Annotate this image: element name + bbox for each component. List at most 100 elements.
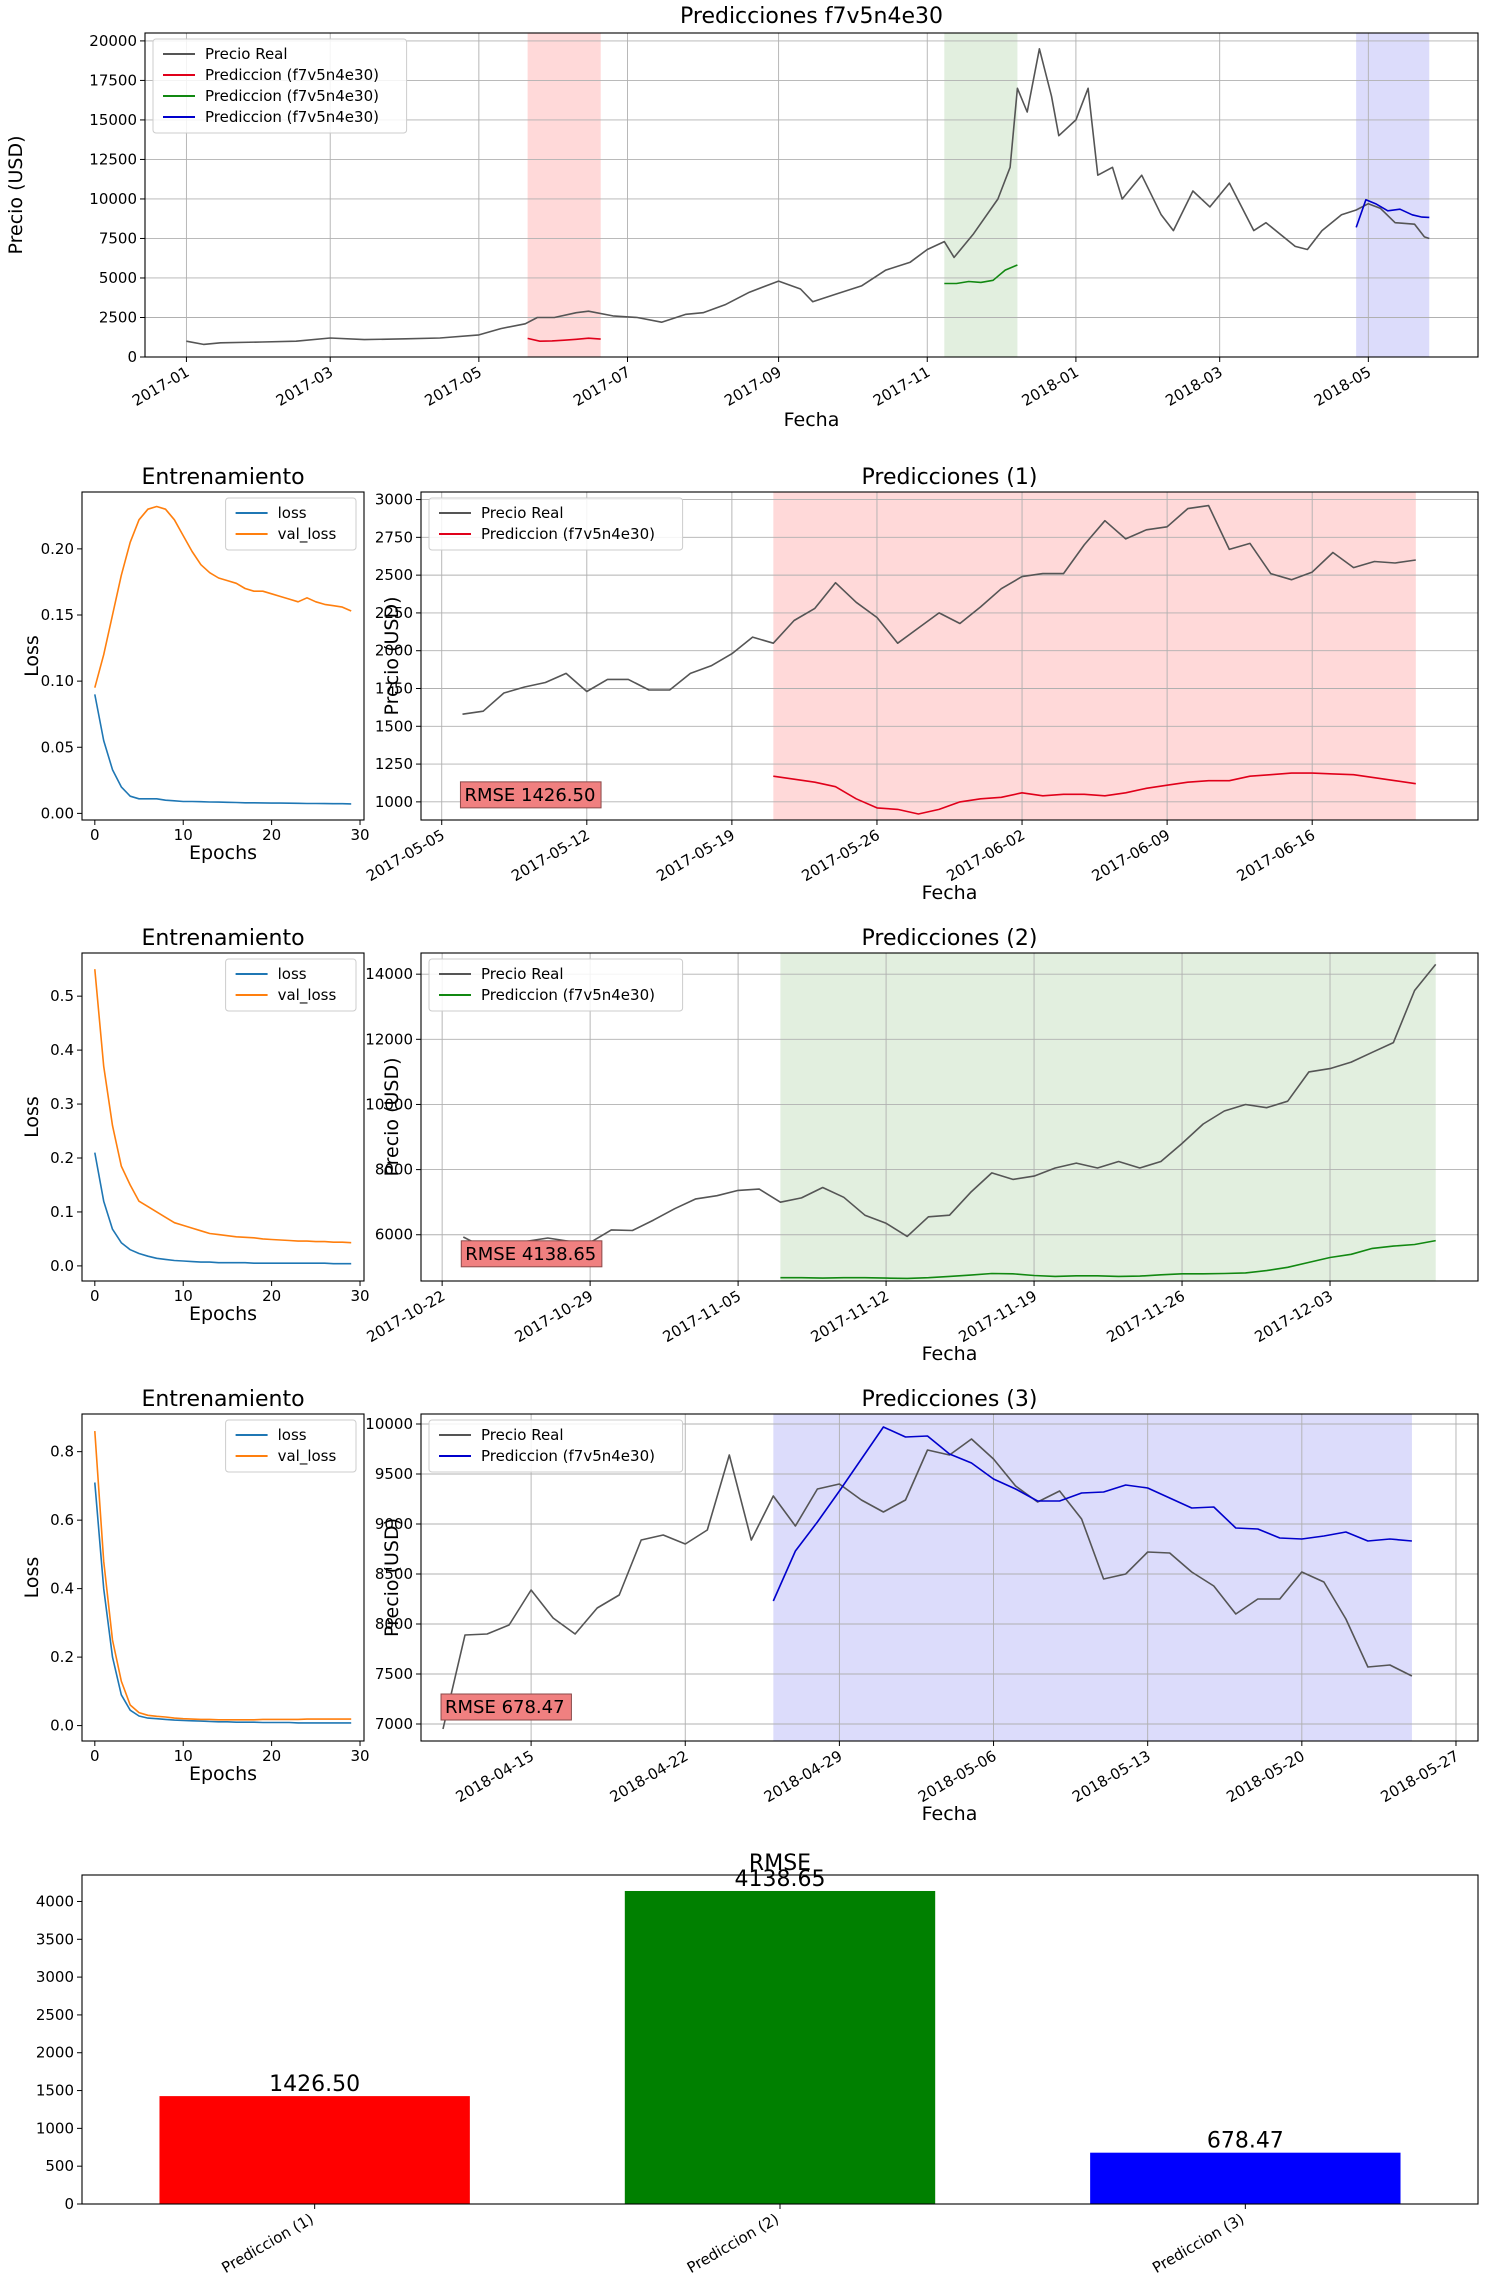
legend-box (225, 497, 357, 551)
series-line-2 (94, 505, 352, 688)
chart-overview: 2017-01 2017-03 2017-05 2017-07 2017-09 2017-… (5, 4, 1479, 431)
chart-title: Predicciones (2) (862, 926, 1038, 951)
rmse-annotation-box (459, 781, 602, 809)
chart-pred2: 2017-10-22 2017-10-29 2017-11-05 2017-11-12… (364, 926, 1479, 1365)
y-tick-label: 12500 (89, 150, 137, 168)
plot-frame (420, 491, 1479, 821)
y-tick-label: 0 (127, 348, 137, 366)
y-axis-label: Precio (USD) (381, 596, 403, 715)
y-tick-label: 2500 (99, 308, 137, 326)
x-axis-label: Fecha (922, 1803, 978, 1825)
y-tick-label: 0.10 (41, 672, 74, 690)
plot-frame (81, 1413, 365, 1742)
legend-label: val_loss (278, 986, 337, 1005)
y-axis-label: Precio (USD) (381, 1057, 403, 1176)
x-axis-label: Epochs (189, 842, 257, 864)
chart-train1: 0 10 20 30 0.00 0.05 0.10 0.15 0.20 Entrenamiento… (21, 465, 370, 864)
legend-label: Precio Real (481, 1426, 564, 1444)
x-tick-label: 2018-05-06 (915, 1747, 1000, 1806)
x-tick-label: 2017-06-02 (944, 826, 1029, 885)
chart-train3: 0 10 20 30 0.0 0.2 0.4 0.6 0.8 Entrenamiento Epoch… (21, 1387, 370, 1785)
x-tick-label: 2018-05 (1311, 363, 1374, 410)
y-tick-label: 2000 (375, 642, 413, 660)
chart-title: Entrenamiento (141, 1387, 304, 1412)
series-line-1 (442, 1438, 1413, 1730)
series-line-2 (94, 1431, 352, 1721)
series-line-2 (94, 969, 352, 1244)
chart-pred3: 2018-04-15 2018-04-22 2018-04-29 2018-05-06… (365, 1387, 1479, 1825)
legend-label: Prediccion (f7v5n4e30) (481, 525, 655, 543)
y-tick-label: 7000 (375, 1715, 413, 1733)
y-tick-label: 9500 (375, 1465, 413, 1483)
series-line-4 (1355, 198, 1430, 228)
y-tick-label: 0.3 (50, 1095, 74, 1113)
y-tick-label: 2250 (375, 604, 413, 622)
legend-label: Prediccion (f7v5n4e30) (205, 87, 379, 105)
y-tick-label: 2000 (36, 2044, 74, 2062)
x-tick-label: 20 (262, 826, 281, 844)
rmse-annotation: RMSE 678.47 (445, 1697, 565, 1718)
y-tick-label: 1750 (375, 679, 413, 697)
x-tick-label: Prediccion (3) (1149, 2210, 1247, 2277)
y-axis-label: Loss (21, 635, 43, 677)
y-tick-label: 6000 (375, 1226, 413, 1244)
y-tick-label: 1500 (375, 717, 413, 735)
series-line-1 (186, 47, 1430, 346)
y-tick-label: 1000 (36, 2119, 74, 2137)
bar-value-label: 4138.65 (735, 1867, 826, 1892)
x-tick-label: 10 (174, 1747, 193, 1765)
series-line-1 (462, 963, 1437, 1249)
x-tick-label: 2017-10-22 (364, 1287, 449, 1346)
series-line-2 (772, 1426, 1412, 1602)
bar-2 (624, 1890, 936, 2204)
legend-box (428, 1419, 684, 1473)
y-tick-label: 8000 (375, 1615, 413, 1633)
shaded-region-1 (780, 953, 1436, 1281)
x-tick-label: 2017-06-09 (1089, 826, 1174, 885)
x-tick-label: 2017-11-19 (956, 1287, 1041, 1346)
y-tick-label: 14000 (365, 965, 413, 983)
plot-frame (144, 32, 1479, 358)
plot-frame (81, 491, 365, 821)
legend-box (152, 38, 408, 134)
x-tick-label: 2017-03 (273, 363, 336, 410)
x-tick-label: Prediccion (2) (684, 2210, 782, 2277)
chart-title: RMSE (749, 1851, 811, 1876)
chart-train2: 0 10 20 30 0.0 0.1 0.2 0.3 0.4 0.5 Entrenamiento Ep… (21, 926, 370, 1325)
y-tick-label: 3000 (36, 1968, 74, 1986)
series-line-1 (462, 504, 1416, 715)
series-line-2 (527, 337, 601, 343)
x-tick-label: 2018-03 (1162, 363, 1225, 410)
y-tick-label: 4000 (36, 1892, 74, 1910)
legend-box (225, 958, 357, 1012)
rmse-annotation-box (460, 1240, 603, 1268)
chart-title: Predicciones (1) (862, 465, 1038, 490)
y-tick-label: 10000 (365, 1095, 413, 1113)
y-tick-label: 15000 (89, 111, 137, 129)
x-tick-label: 30 (350, 826, 369, 844)
x-tick-label: 2018-04-22 (607, 1747, 692, 1806)
x-axis-label: Fecha (922, 1343, 978, 1365)
plot-frame (81, 1874, 1479, 2205)
x-tick-label: 10 (174, 1287, 193, 1305)
x-tick-label: 2017-05-12 (508, 826, 593, 885)
y-tick-label: 9000 (375, 1515, 413, 1533)
legend-box (225, 1419, 357, 1473)
y-axis-label: Loss (21, 1096, 43, 1138)
x-tick-label: 2017-11-05 (660, 1287, 745, 1346)
y-axis-label: Loss (21, 1557, 43, 1599)
y-tick-label: 0.4 (50, 1580, 74, 1598)
y-tick-label: 0.0 (50, 1257, 74, 1275)
x-tick-label: 2017-01 (129, 363, 192, 410)
x-axis-label: Fecha (922, 882, 978, 904)
y-tick-label: 0.2 (50, 1648, 74, 1666)
x-tick-label: 2017-06-16 (1234, 826, 1319, 885)
chart-title: Predicciones f7v5n4e30 (680, 4, 943, 29)
x-tick-label: 2017-05-26 (798, 826, 883, 885)
legend-label: Prediccion (f7v5n4e30) (205, 108, 379, 126)
rmse-annotation: RMSE 1426.50 (464, 785, 595, 806)
chart-title: Entrenamiento (141, 465, 304, 490)
y-tick-label: 0.6 (50, 1511, 74, 1529)
legend-label: Precio Real (481, 965, 564, 983)
x-tick-label: 2017-05 (422, 363, 485, 410)
